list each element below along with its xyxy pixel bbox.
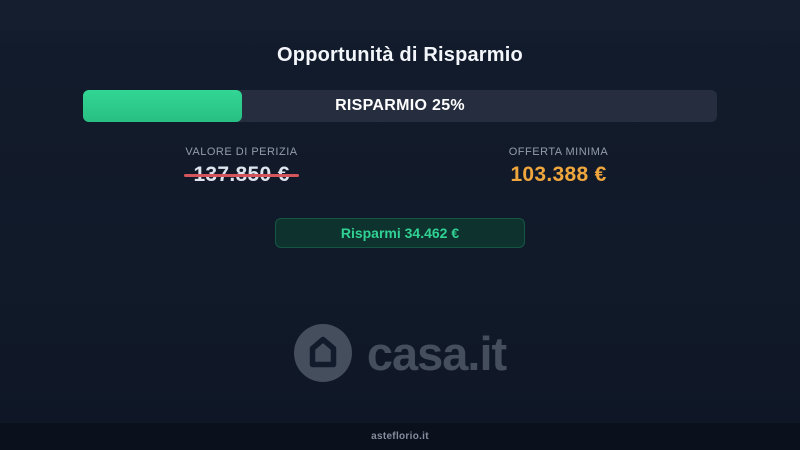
appraisal-label: VALORE DI PERIZIA [185, 146, 298, 158]
progress-fill [83, 90, 242, 122]
savings-badge: Risparmi 34.462 € [275, 218, 525, 248]
minimum-offer-label: OFFERTA MINIMA [508, 146, 609, 158]
savings-progress-bar: RISPARMIO 25% [83, 90, 717, 122]
minimum-offer-block: OFFERTA MINIMA 103.388 € [400, 146, 717, 187]
footer-site-label: asteflorio.it [371, 431, 429, 442]
house-in-circle-icon [293, 324, 352, 382]
footer-bar: asteflorio.it [0, 423, 800, 450]
minimum-offer-value: 103.388 € [510, 163, 607, 186]
top-band [0, 0, 800, 30]
savings-badge-row: Risparmi 34.462 € [0, 218, 800, 248]
page-title: Opportunità di Risparmio [277, 44, 523, 66]
casa-it-logo: casa.it [0, 324, 800, 382]
appraisal-value: 137.850 € [184, 163, 299, 186]
progress-label: RISPARMIO 25% [335, 97, 465, 114]
casa-it-wordmark: casa.it [366, 326, 507, 380]
values-row: VALORE DI PERIZIA 137.850 € OFFERTA MINI… [83, 146, 717, 187]
appraisal-value-block: VALORE DI PERIZIA 137.850 € [83, 146, 400, 187]
